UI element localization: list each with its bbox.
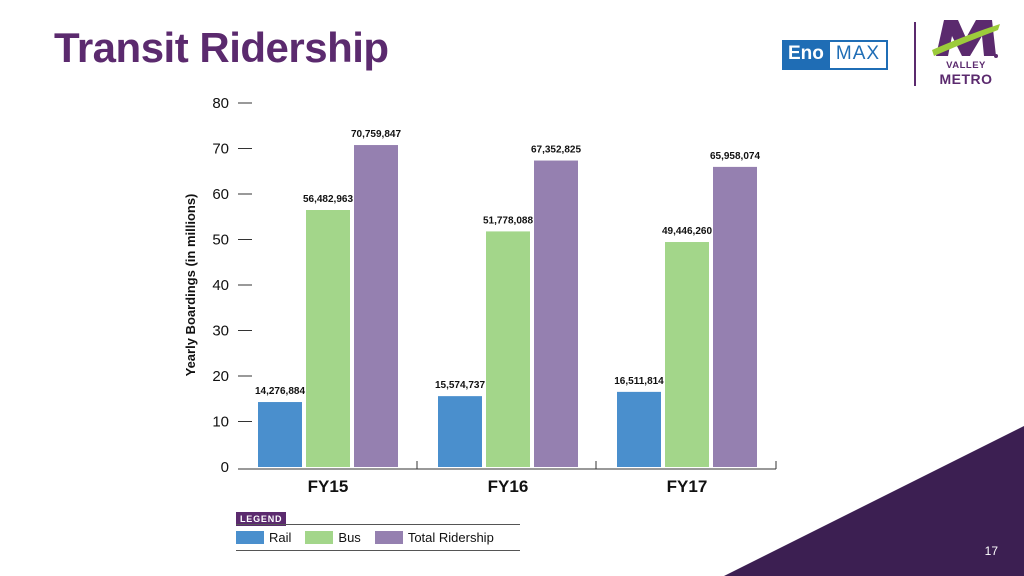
max-logo-text: MAX [835, 43, 881, 64]
bar-bus-fy16 [486, 231, 530, 467]
data-label-total-fy16: 67,352,825 [531, 145, 581, 156]
valley-metro-logo-icon [932, 20, 1000, 58]
bar-bus-fy17 [665, 242, 709, 467]
data-label-bus-fy16: 51,778,088 [483, 215, 533, 226]
legend-label-rail: Rail [269, 530, 292, 545]
legend: Rail Bus Total Ridership [236, 530, 508, 545]
eno-logo-text: Eno [784, 42, 830, 68]
x-category-label: FY17 [667, 477, 708, 496]
data-label-total-fy17: 65,958,074 [710, 151, 760, 162]
legend-label-total: Total Ridership [407, 530, 494, 545]
legend-item-rail: Rail [236, 530, 291, 545]
legend-item-bus: Bus [305, 530, 361, 545]
legend-swatch-bus [305, 531, 334, 544]
bar-total-fy15 [354, 145, 398, 467]
y-tick-label: 40 [212, 277, 229, 294]
bar-rail-fy15 [258, 402, 302, 467]
data-label-bus-fy17: 49,446,260 [662, 226, 712, 237]
data-label-rail-fy15: 14,276,884 [255, 386, 305, 397]
slide-title: Transit Ridership [54, 24, 389, 71]
y-tick-label: 70 [212, 141, 229, 158]
y-tick-label: 50 [212, 232, 229, 249]
y-tick-label: 20 [212, 368, 229, 385]
valley-metro-line1: VALLEY [946, 60, 986, 71]
logo-divider [914, 22, 916, 86]
data-label-rail-fy16: 15,574,737 [435, 380, 485, 391]
bar-rail-fy17 [617, 391, 661, 467]
legend-item-total: Total Ridership [374, 530, 494, 545]
legend-divider-top [236, 524, 520, 525]
data-label-bus-fy15: 56,482,963 [303, 194, 353, 205]
bar-total-fy17 [713, 166, 757, 468]
y-tick-label: 10 [212, 414, 229, 431]
y-axis-title: Yearly Boardings (in millions) [183, 194, 198, 377]
y-tick-label: 30 [212, 323, 229, 340]
legend-label-bus: Bus [338, 530, 361, 545]
legend-title: LEGEND [236, 512, 287, 526]
x-category-label: FY16 [488, 477, 529, 496]
page-number: 17 [984, 544, 998, 558]
valley-metro-line2: METRO [939, 71, 993, 87]
bar-total-fy16 [534, 160, 578, 467]
y-tick-label: 60 [212, 186, 229, 203]
data-label-rail-fy17: 16,511,814 [614, 376, 664, 387]
legend-swatch-rail [236, 531, 264, 544]
y-tick-label: 0 [221, 459, 229, 476]
legend-divider-bottom [236, 550, 520, 551]
bar-bus-fy15 [306, 210, 350, 468]
corner-accent [724, 426, 1024, 576]
x-category-label: FY15 [308, 477, 349, 496]
data-label-total-fy15: 70,759,847 [351, 129, 401, 140]
bar-rail-fy16 [438, 396, 482, 467]
enomax-logo: Eno MAX [782, 40, 889, 70]
y-tick-label: 80 [212, 95, 229, 112]
legend-swatch-total [374, 531, 403, 544]
